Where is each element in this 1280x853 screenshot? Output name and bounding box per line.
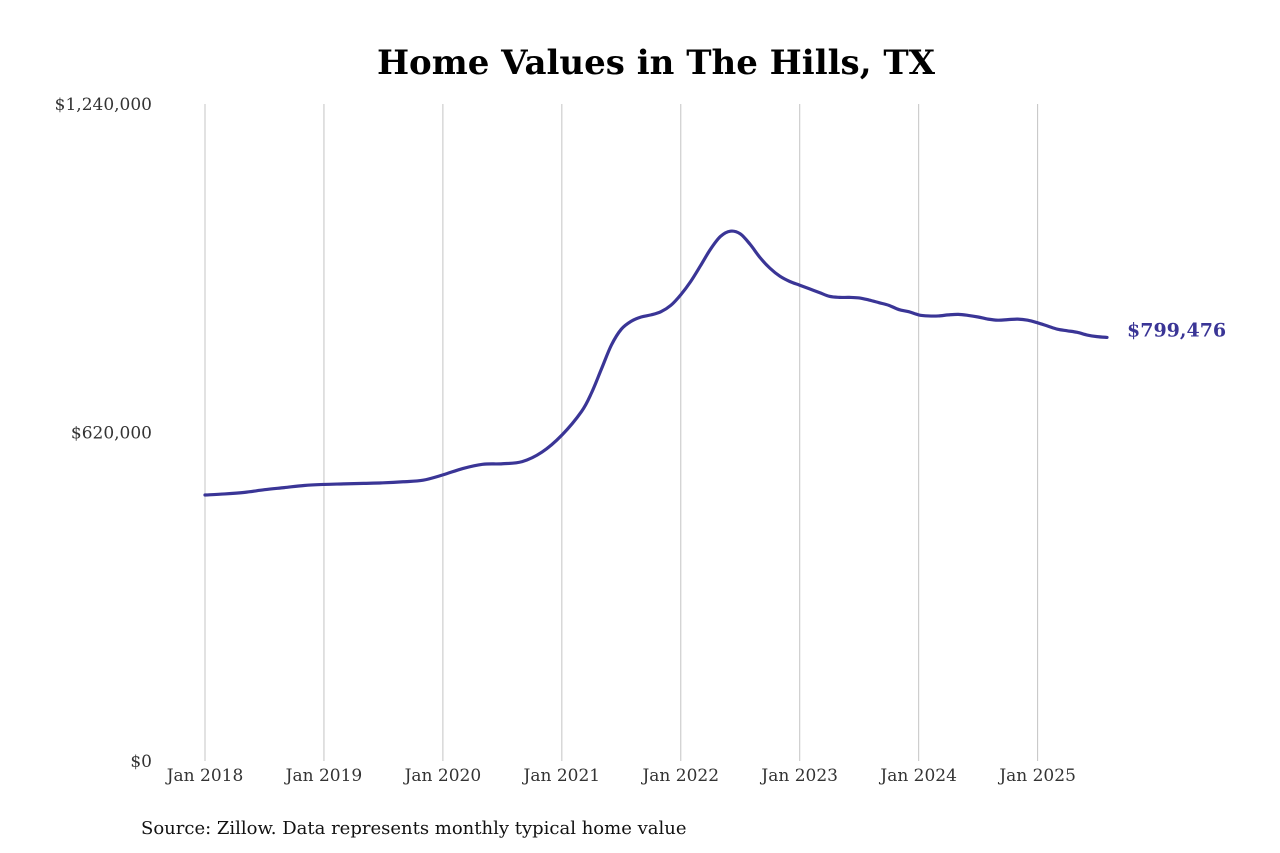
data-point-6 — [322, 482, 326, 486]
data-point-59 — [976, 315, 980, 319]
data-point-22 — [609, 343, 613, 347]
x-tick-label-7: Jan 2025 — [997, 766, 1076, 786]
data-point-48 — [867, 298, 871, 302]
data-point-49 — [877, 301, 881, 305]
data-point-39 — [778, 274, 782, 278]
series-layer — [203, 229, 1109, 497]
data-point-8 — [362, 481, 366, 485]
data-point-60 — [986, 317, 990, 321]
data-point-44 — [827, 294, 831, 298]
data-point-61 — [996, 318, 1000, 322]
data-point-58 — [966, 313, 970, 317]
data-point-26 — [649, 313, 653, 317]
data-point-37 — [758, 256, 762, 260]
data-point-62 — [1006, 318, 1010, 322]
x-tick-label-6: Jan 2024 — [878, 766, 957, 786]
data-point-67 — [1055, 327, 1059, 331]
data-point-32 — [709, 247, 713, 251]
data-point-55 — [936, 314, 940, 318]
data-point-57 — [956, 312, 960, 316]
data-point-52 — [907, 310, 911, 314]
data-point-14 — [481, 462, 485, 466]
data-point-30 — [689, 280, 693, 284]
x-tick-label-1: Jan 2019 — [284, 766, 363, 786]
data-point-5 — [302, 483, 306, 487]
data-point-17 — [540, 450, 544, 454]
data-point-13 — [461, 467, 465, 471]
x-tick-label-5: Jan 2023 — [759, 766, 838, 786]
data-point-71 — [1095, 335, 1099, 339]
data-point-1 — [223, 492, 227, 496]
data-point-47 — [857, 296, 861, 300]
data-point-50 — [887, 303, 891, 307]
data-point-72 — [1105, 335, 1109, 339]
x-tick-label-4: Jan 2022 — [640, 766, 719, 786]
data-point-33 — [718, 234, 722, 238]
series-line-0 — [203, 229, 1109, 497]
y-tick-label-2: $1,240,000 — [55, 95, 152, 115]
data-point-25 — [639, 315, 643, 319]
data-point-40 — [788, 280, 792, 284]
y-tick-label-0: $0 — [130, 752, 152, 772]
data-point-7 — [342, 482, 346, 486]
data-point-53 — [917, 313, 921, 317]
data-point-36 — [748, 242, 752, 246]
data-point-0 — [203, 493, 207, 497]
data-point-65 — [1036, 321, 1040, 325]
data-point-43 — [818, 291, 822, 295]
data-point-38 — [768, 266, 772, 270]
source-note: Source: Zillow. Data represents monthly … — [141, 818, 687, 839]
data-point-12 — [441, 473, 445, 477]
y-tick-label-1: $620,000 — [71, 424, 152, 444]
data-point-63 — [1016, 317, 1020, 321]
data-point-29 — [679, 293, 683, 297]
x-tick-label-3: Jan 2021 — [522, 766, 601, 786]
data-point-16 — [520, 460, 524, 464]
data-point-42 — [808, 287, 812, 291]
data-point-11 — [421, 478, 425, 482]
data-point-66 — [1046, 324, 1050, 328]
data-point-4 — [282, 486, 286, 490]
data-point-27 — [659, 310, 663, 314]
data-point-10 — [401, 480, 405, 484]
data-point-3 — [262, 488, 266, 492]
data-point-64 — [1026, 318, 1030, 322]
data-point-41 — [798, 283, 802, 287]
data-point-18 — [560, 433, 564, 437]
x-axis-ticks: Jan 2018 Jan 2019 Jan 2020 Jan 2021 Jan 2022… — [165, 766, 1076, 786]
y-axis-ticks: $0 $620,000 $1,240,000 — [55, 95, 152, 772]
chart-title: Home Values in The Hills, TX — [377, 43, 936, 83]
data-point-34 — [728, 229, 732, 233]
data-point-35 — [738, 232, 742, 236]
data-point-9 — [381, 481, 385, 485]
data-point-19 — [580, 409, 584, 413]
data-point-69 — [1075, 330, 1079, 334]
end-value-label: $799,476 — [1127, 319, 1226, 341]
data-point-45 — [837, 295, 841, 299]
data-point-2 — [243, 490, 247, 494]
gridlines — [204, 104, 1039, 761]
x-tick-label-2: Jan 2020 — [403, 766, 482, 786]
data-point-70 — [1085, 333, 1089, 337]
data-point-15 — [500, 462, 504, 466]
data-point-56 — [946, 313, 950, 317]
data-point-31 — [699, 264, 703, 268]
data-point-46 — [847, 295, 851, 299]
data-point-54 — [927, 314, 931, 318]
data-point-68 — [1065, 329, 1069, 333]
data-point-51 — [897, 308, 901, 312]
data-point-28 — [669, 303, 673, 307]
data-point-21 — [599, 367, 603, 371]
data-point-24 — [629, 319, 633, 323]
data-point-20 — [590, 391, 594, 395]
x-tick-label-0: Jan 2018 — [165, 766, 244, 786]
data-point-23 — [619, 327, 623, 331]
